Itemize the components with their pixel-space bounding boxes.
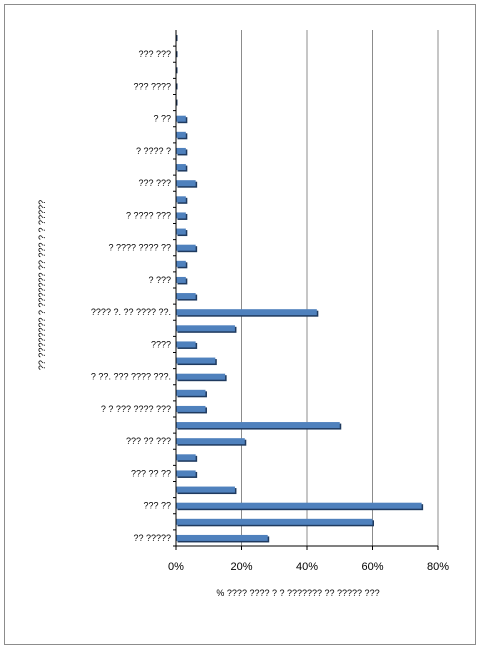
category-label: ??? ?? ?? bbox=[131, 468, 171, 478]
bar bbox=[176, 35, 178, 42]
category-label: ? ? ??? ???? ??? bbox=[101, 404, 171, 414]
axes bbox=[173, 30, 439, 550]
labels: 0% 20% 40% 60% 80%?? ???????? ????? ?? ?????… bbox=[91, 49, 449, 573]
bar bbox=[176, 212, 186, 219]
bar bbox=[176, 276, 186, 283]
bar bbox=[176, 325, 235, 332]
bar bbox=[176, 470, 196, 477]
x-axis-title: % ???? ???? ? ? ??????? ?? ????? ??? bbox=[216, 588, 379, 598]
category-label: ??? ??? bbox=[138, 178, 171, 188]
x-tick-label: 40% bbox=[296, 561, 318, 573]
category-label: ???? ?. ?? ???? ??. bbox=[91, 307, 171, 317]
category-label: ??? ?? bbox=[143, 501, 171, 511]
bar bbox=[176, 83, 178, 90]
bar bbox=[176, 389, 206, 396]
bar bbox=[176, 405, 206, 412]
category-label: ??? ???? bbox=[133, 81, 171, 91]
x-tick-label: 60% bbox=[361, 561, 383, 573]
bars bbox=[176, 35, 424, 543]
category-label: ? ???? ??? bbox=[126, 210, 171, 220]
bar bbox=[176, 115, 186, 122]
bar bbox=[176, 373, 226, 380]
gridlines bbox=[241, 30, 439, 546]
bar bbox=[176, 293, 196, 300]
bar bbox=[176, 196, 186, 203]
x-tick-label: 20% bbox=[230, 561, 252, 573]
x-tick-label: 80% bbox=[427, 561, 449, 573]
category-label: ? ??? bbox=[148, 275, 171, 285]
bar bbox=[176, 502, 422, 509]
bar bbox=[176, 244, 196, 251]
bar bbox=[176, 309, 317, 316]
bar bbox=[176, 51, 178, 58]
category-label: ?? ????? bbox=[133, 533, 171, 543]
bar bbox=[176, 486, 235, 493]
bar bbox=[176, 131, 186, 138]
bar bbox=[176, 147, 186, 154]
bar bbox=[176, 99, 178, 106]
bar bbox=[176, 180, 196, 187]
bar bbox=[176, 260, 186, 267]
bar bbox=[176, 534, 268, 541]
bar bbox=[176, 357, 216, 364]
bar bbox=[176, 518, 373, 525]
bar bbox=[176, 422, 340, 429]
category-label: ? ???? ? bbox=[136, 146, 171, 156]
category-label: ? ???? ???? ?? bbox=[108, 243, 171, 253]
bar bbox=[176, 67, 178, 74]
bar bbox=[176, 164, 186, 171]
bar bbox=[176, 341, 196, 348]
category-label: ? ?? bbox=[153, 114, 171, 124]
bar bbox=[176, 438, 245, 445]
category-label: ???? bbox=[151, 339, 171, 349]
category-label: ? ??. ??? ???? ???. bbox=[91, 372, 171, 382]
bar bbox=[176, 454, 196, 461]
y-axis-title: ?? ???????? ? ??????? ?? ??? ? ? ????? bbox=[37, 200, 47, 370]
bar bbox=[176, 228, 186, 235]
category-label: ??? ??? bbox=[138, 49, 171, 59]
x-tick-label: 0% bbox=[168, 561, 184, 573]
category-label: ??? ?? ??? bbox=[126, 436, 171, 446]
